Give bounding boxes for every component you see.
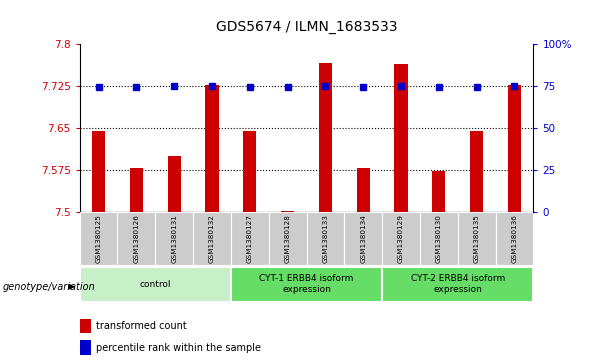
Bar [231, 212, 268, 265]
Bar [80, 212, 118, 265]
Text: GSM1380131: GSM1380131 [171, 214, 177, 263]
Text: GSM1380129: GSM1380129 [398, 214, 404, 263]
Bar [357, 168, 370, 212]
Text: genotype/variation: genotype/variation [3, 282, 96, 292]
Bar [130, 168, 143, 212]
Bar [193, 212, 231, 265]
Bar [432, 171, 446, 212]
Text: GSM1380132: GSM1380132 [209, 214, 215, 263]
Bar [155, 212, 193, 265]
Bar [306, 212, 345, 265]
Bar [382, 212, 420, 265]
Bar [80, 340, 91, 355]
Bar [92, 131, 105, 212]
Bar [458, 212, 495, 265]
Bar [167, 156, 181, 212]
Text: GSM1380133: GSM1380133 [322, 214, 329, 263]
Text: GSM1380127: GSM1380127 [247, 214, 253, 263]
Bar [118, 212, 155, 265]
Bar [382, 266, 533, 302]
Bar [268, 212, 306, 265]
Bar [420, 212, 458, 265]
Text: GSM1380128: GSM1380128 [284, 214, 291, 263]
Text: CYT-2 ERBB4 isoform
expression: CYT-2 ERBB4 isoform expression [411, 274, 505, 294]
Text: GSM1380126: GSM1380126 [134, 214, 139, 263]
Text: GDS5674 / ILMN_1683533: GDS5674 / ILMN_1683533 [216, 20, 397, 34]
Bar [231, 266, 382, 302]
Bar [281, 211, 294, 212]
Bar [80, 319, 91, 333]
Bar [345, 212, 382, 265]
Text: control: control [140, 280, 171, 289]
Bar [470, 131, 483, 212]
Text: CYT-1 ERBB4 isoform
expression: CYT-1 ERBB4 isoform expression [259, 274, 354, 294]
Bar [243, 131, 256, 212]
Text: GSM1380130: GSM1380130 [436, 214, 442, 263]
Text: GSM1380136: GSM1380136 [511, 214, 517, 263]
Text: GSM1380135: GSM1380135 [474, 214, 479, 263]
Text: percentile rank within the sample: percentile rank within the sample [96, 343, 261, 352]
Bar [205, 85, 219, 212]
Bar [394, 64, 408, 212]
Bar [495, 212, 533, 265]
Bar [508, 85, 521, 212]
Text: GSM1380125: GSM1380125 [96, 214, 102, 263]
Bar [319, 63, 332, 212]
Text: GSM1380134: GSM1380134 [360, 214, 366, 263]
Text: transformed count: transformed count [96, 321, 186, 331]
Bar [80, 266, 231, 302]
